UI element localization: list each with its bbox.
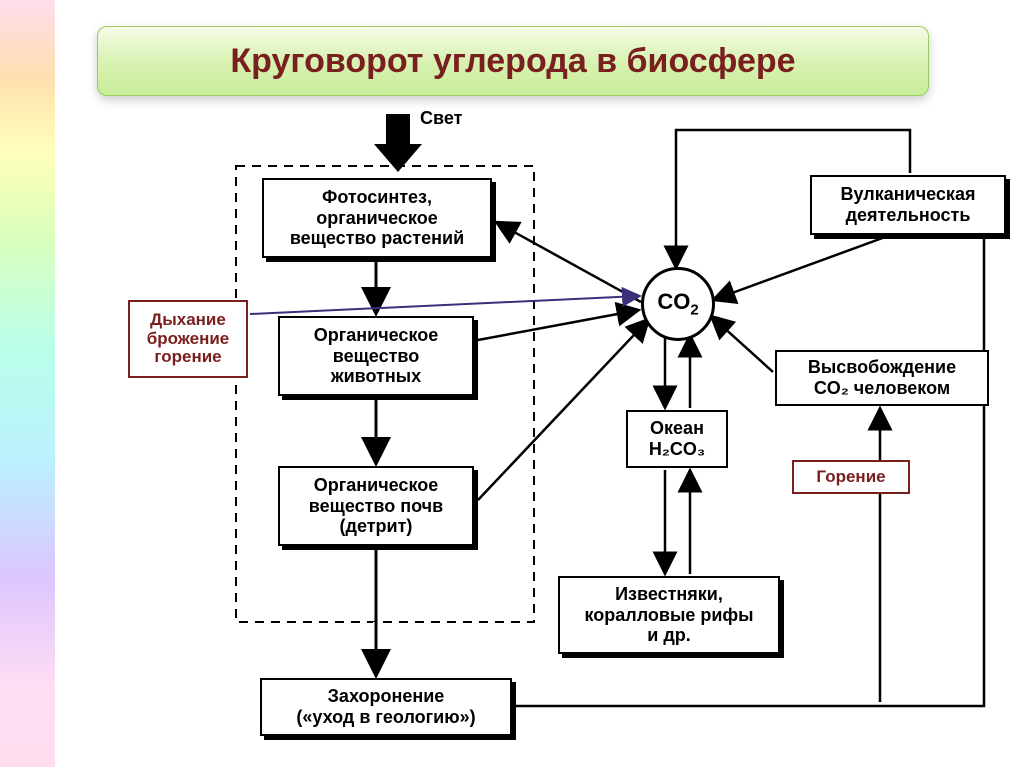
node-soil: Органическое вещество почв (детрит) — [278, 466, 474, 546]
node-animals: Органическое вещество животных — [278, 316, 474, 396]
node-burial: Захоронение («уход в геологию») — [260, 678, 512, 736]
node-volcanic: Вулканическая деятельность — [810, 175, 1006, 235]
annot-combustion: Горение — [792, 460, 910, 494]
big-arrow-icon — [374, 114, 422, 172]
node-co2: CO2 — [641, 267, 715, 341]
annot-breathing: Дыхание брожение горение — [128, 300, 248, 378]
node-human: Высвобождение CO₂ человеком — [775, 350, 989, 406]
diagram-canvas: Свет — [0, 0, 1024, 767]
node-limestone: Известняки, коралловые рифы и др. — [558, 576, 780, 654]
node-ocean: Океан H₂CO₃ — [626, 410, 728, 468]
co2-text: CO2 — [657, 289, 698, 318]
label-svet: Свет — [420, 108, 462, 129]
node-photosynthesis: Фотосинтез, органическое вещество растен… — [262, 178, 492, 258]
